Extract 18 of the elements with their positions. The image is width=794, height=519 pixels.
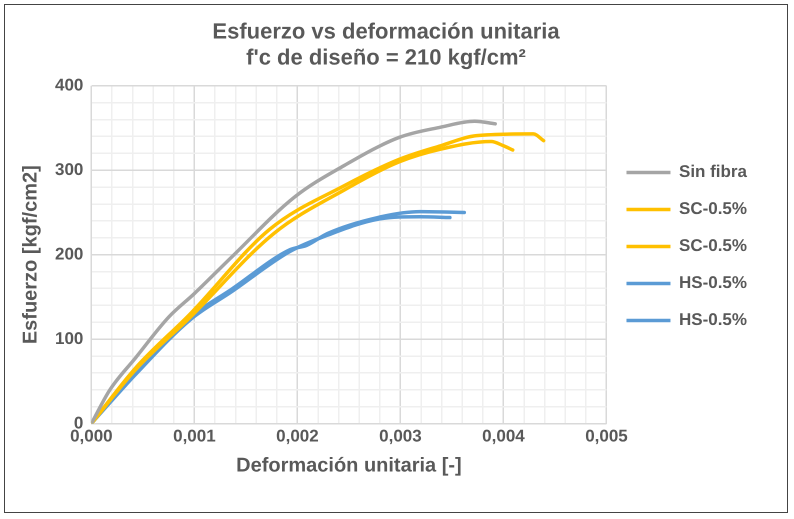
y-axis-title: Esfuerzo [kgf/cm2] xyxy=(20,165,42,344)
legend-label: Sin fibra xyxy=(678,162,748,182)
x-tick-label: 0,004 xyxy=(482,426,526,446)
y-tick-label: 200 xyxy=(54,244,84,264)
legend-label: HS-0.5% xyxy=(678,310,748,330)
x-tick-label: 0,002 xyxy=(276,426,319,446)
legend-label: SC-0.5% xyxy=(678,236,748,256)
text: Esfuerzo vs deformación unitaria xyxy=(212,18,560,44)
y-tick-label: 100 xyxy=(54,328,84,348)
legend-label: SC-0.5% xyxy=(678,199,748,218)
text: f'c de diseño = 210 kgf/cm² xyxy=(246,44,526,70)
x-tick-label: 0,005 xyxy=(585,426,628,446)
x-axis-title: Deformación unitaria [-] xyxy=(236,454,462,477)
y-tick-label: 400 xyxy=(54,75,84,94)
x-tick-label: 0,001 xyxy=(173,426,216,446)
legend-label: HS-0.5% xyxy=(678,273,748,292)
x-tick-label: 0,003 xyxy=(379,426,422,446)
y-tick-label: 300 xyxy=(54,160,84,179)
